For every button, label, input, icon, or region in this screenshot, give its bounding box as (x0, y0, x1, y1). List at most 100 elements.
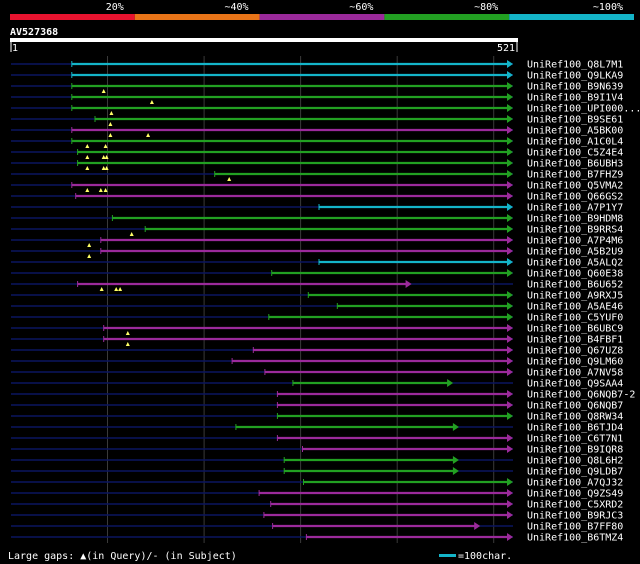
query-gap-marker (108, 133, 113, 137)
hit-label: UniRef100_A5ALQ2 (527, 258, 623, 269)
hit-label: UniRef100_C6T7N1 (527, 434, 623, 445)
hit-label: UniRef100_A7QJ32 (527, 478, 623, 489)
hit-label: UniRef100_B9HDM8 (527, 214, 623, 225)
gap-legend: Large gaps: ▲(in Query)/- (in Subject) (8, 551, 237, 562)
hit-arrow-head (405, 280, 412, 288)
query-start-label: 1 (12, 43, 18, 54)
hit-arrow-head (507, 115, 513, 123)
hit-label: UniRef100_A9RXJ5 (527, 291, 623, 302)
hit-arrow-head (507, 412, 513, 420)
query-gap-marker (101, 166, 106, 170)
query-end-label: 521 (497, 43, 515, 54)
hit-arrow-head (507, 60, 513, 68)
hit-label: UniRef100_A7NV58 (527, 368, 623, 379)
hit-arrow-head (507, 236, 513, 244)
query-gap-marker (85, 166, 90, 170)
query-gap-marker (227, 177, 232, 181)
query-gap-marker (114, 287, 119, 291)
query-gap-marker (118, 287, 123, 291)
hit-arrow-head (507, 225, 513, 233)
query-gap-marker (149, 100, 154, 104)
hit-label: UniRef100_Q9LKA9 (527, 71, 623, 82)
hit-label: UniRef100_Q8L7M1 (527, 60, 623, 71)
hit-arrow-head (507, 478, 513, 486)
identity-scale-swatch (134, 14, 260, 20)
query-gap-marker (146, 133, 151, 137)
query-gap-marker (99, 287, 104, 291)
hit-arrow-head (507, 401, 513, 409)
hit-arrow-head (507, 148, 513, 156)
hit-label: UniRef100_Q6NQB7-2 (527, 390, 635, 401)
hit-arrow-head (507, 214, 513, 222)
query-bar (10, 38, 518, 42)
hit-label: UniRef100_Q6NQB7 (527, 401, 623, 412)
hit-label: UniRef100_B6U652 (527, 280, 623, 291)
hit-label: UniRef100_UPI000... (527, 104, 640, 115)
hit-label: UniRef100_Q5VMA2 (527, 181, 623, 192)
hit-arrow-head (507, 258, 513, 266)
hit-arrow-head (507, 203, 513, 211)
hit-label: UniRef100_B9SE61 (527, 115, 623, 126)
hit-arrow-head (507, 192, 513, 200)
hit-arrow-head (507, 357, 513, 365)
hit-arrow-head (507, 137, 513, 145)
hit-arrow-head (452, 423, 459, 431)
hit-label: UniRef100_A5BK00 (527, 126, 623, 137)
hit-label: UniRef100_A7P1Y7 (527, 203, 623, 214)
query-gap-marker (85, 144, 90, 148)
hit-label: UniRef100_B9I1V4 (527, 93, 623, 104)
hit-label: UniRef100_A5B2U9 (527, 247, 623, 258)
hit-label: UniRef100_Q9LM60 (527, 357, 623, 368)
hit-arrow-head (507, 170, 513, 178)
hit-label: UniRef100_B9N639 (527, 82, 623, 93)
hit-label: UniRef100_A5AE46 (527, 302, 623, 313)
hit-arrow-head (452, 456, 459, 464)
hit-arrow-head (507, 181, 513, 189)
identity-scale-label: ~40% (225, 2, 249, 13)
hit-label: UniRef100_B6TMZ4 (527, 533, 623, 544)
query-gap-marker (101, 155, 106, 159)
hit-arrow-head (507, 489, 513, 497)
identity-scale-label: ~80% (474, 2, 498, 13)
hit-arrow-head (507, 126, 513, 134)
hit-arrow-head (507, 93, 513, 101)
hit-label: UniRef100_Q60E38 (527, 269, 623, 280)
query-gap-marker (85, 188, 90, 192)
hit-arrow-head (507, 291, 513, 299)
query-gap-marker (103, 188, 108, 192)
query-gap-marker (104, 166, 109, 170)
hit-label: UniRef100_C5XRD2 (527, 500, 623, 511)
query-gap-marker (125, 342, 130, 346)
query-gap-marker (129, 232, 134, 236)
query-name: AV527368 (10, 27, 58, 38)
query-gap-marker (125, 331, 130, 335)
hit-label: UniRef100_A7P4M6 (527, 236, 623, 247)
hit-arrow-head (507, 434, 513, 442)
hit-label: UniRef100_C5YUF0 (527, 313, 623, 324)
hit-arrow-head (507, 390, 513, 398)
query-gap-marker (98, 188, 103, 192)
identity-scale-swatch (509, 14, 634, 20)
hit-label: UniRef100_A1C0L4 (527, 137, 623, 148)
hit-arrow-head (507, 82, 513, 90)
hit-arrow-head (507, 346, 513, 354)
hit-label: UniRef100_Q9LDB7 (527, 467, 623, 478)
hit-label: UniRef100_Q9ZS49 (527, 489, 623, 500)
hit-arrow-head (507, 71, 513, 79)
hit-label: UniRef100_B9IQR8 (527, 445, 623, 456)
hit-label: UniRef100_B4FBF1 (527, 335, 623, 346)
hit-arrow-head (447, 379, 454, 387)
hit-arrow-head (507, 313, 513, 321)
hit-label: UniRef100_B9RRS4 (527, 225, 623, 236)
scale-legend: =100char. (458, 551, 512, 562)
hit-label: UniRef100_B6TJD4 (527, 423, 623, 434)
hit-label: UniRef100_C5Z4E4 (527, 148, 623, 159)
hit-label: UniRef100_Q8L6H2 (527, 456, 623, 467)
hit-label: UniRef100_Q9SAA4 (527, 379, 623, 390)
hit-arrow-head (507, 500, 513, 508)
hit-label: UniRef100_B6UBH3 (527, 159, 623, 170)
query-gap-marker (101, 89, 106, 93)
hit-arrow-head (507, 104, 513, 112)
identity-scale-swatch (384, 14, 510, 20)
